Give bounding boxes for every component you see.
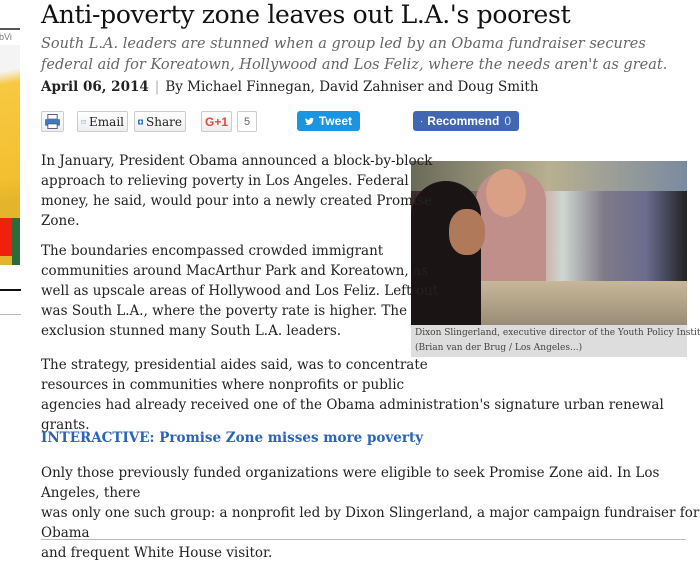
byline-separator: | bbox=[154, 79, 160, 95]
text-line: The boundaries encompassed crowded immig… bbox=[41, 243, 384, 259]
facebook-icon bbox=[421, 120, 423, 122]
gplus-count: 5 bbox=[237, 111, 257, 132]
email-button[interactable]: Email bbox=[77, 111, 128, 132]
gplus-label: G+1 bbox=[205, 114, 229, 129]
text-line: exclusion stunned many South L.A. leader… bbox=[41, 323, 342, 339]
authors: By Michael Finnegan, David Zahniser and … bbox=[165, 79, 539, 95]
text-line: well as upscale areas of Hollywood and L… bbox=[41, 283, 439, 299]
ad-label: obVi bbox=[0, 32, 12, 42]
divider bbox=[0, 289, 21, 291]
byline: April 06, 2014 | By Michael Finnegan, Davi… bbox=[41, 79, 539, 95]
recommend-label: Recommend bbox=[427, 114, 500, 128]
text-line: Zone. bbox=[41, 213, 80, 229]
text-line: In January, President Obama announced a … bbox=[41, 153, 433, 169]
text-line: communities around MacArthur Park and Ko… bbox=[41, 263, 428, 279]
divider bbox=[41, 539, 686, 540]
interactive-link[interactable]: INTERACTIVE: Promise Zone misses more po… bbox=[41, 430, 424, 446]
article-photo[interactable] bbox=[411, 161, 687, 325]
share-button[interactable]: Share bbox=[134, 111, 186, 132]
paragraph: Only those previously funded organizatio… bbox=[41, 463, 700, 563]
text-line: money, he said, would pour into a newly … bbox=[41, 193, 433, 209]
photo-girl-face bbox=[449, 209, 485, 255]
ad-top-rule bbox=[0, 28, 20, 30]
text-line: and frequent White House visitor. bbox=[41, 545, 273, 561]
envelope-icon bbox=[81, 119, 87, 124]
text-line: approach to relieving poverty in Los Ang… bbox=[41, 173, 409, 189]
email-label: Email bbox=[89, 114, 124, 129]
tweet-button[interactable]: Tweet bbox=[297, 111, 360, 131]
paragraph: The strategy, presidential aides said, w… bbox=[41, 355, 700, 435]
text-line: Only those previously funded organizatio… bbox=[41, 465, 660, 501]
plus-icon bbox=[138, 118, 144, 125]
photo-man-head bbox=[486, 169, 526, 217]
ad-green-block bbox=[12, 218, 20, 265]
google-plus-button[interactable]: G+1 bbox=[201, 111, 232, 132]
ad-image bbox=[0, 45, 20, 265]
divider bbox=[0, 314, 21, 315]
twitter-bird-icon bbox=[305, 117, 314, 125]
text-line: The strategy, presidential aides said, w… bbox=[41, 357, 428, 373]
photo-credit: (Brian van der Brug / Los Angeles...) bbox=[415, 343, 583, 353]
photo-caption: Dixon Slingerland, executive director of… bbox=[415, 326, 700, 356]
article-subtitle: South L.A. leaders are stunned when a gr… bbox=[41, 36, 668, 73]
article-photo-figure[interactable]: Dixon Slingerland, executive director of… bbox=[411, 161, 700, 357]
recommend-count: 0 bbox=[504, 114, 511, 128]
print-button[interactable] bbox=[41, 111, 64, 132]
facebook-recommend-button[interactable]: Recommend 0 bbox=[413, 111, 519, 131]
article-date: April 06, 2014 bbox=[41, 79, 149, 95]
text-line: was South L.A., where the poverty rate i… bbox=[41, 303, 408, 319]
printer-icon bbox=[45, 114, 60, 129]
paragraph: The boundaries encompassed crowded immig… bbox=[41, 241, 438, 341]
share-label: Share bbox=[146, 114, 182, 129]
article-title: Anti-poverty zone leaves out L.A.'s poor… bbox=[41, 0, 571, 29]
text-line: resources in communities where nonprofit… bbox=[41, 377, 405, 393]
text-line: agencies had already received one of the… bbox=[41, 397, 664, 433]
tweet-label: Tweet bbox=[318, 114, 352, 128]
paragraph: In January, President Obama announced a … bbox=[41, 151, 432, 231]
ad-red-block bbox=[0, 218, 12, 256]
text-line: was only one such group: a nonprofit led… bbox=[41, 505, 700, 541]
side-advertisement[interactable]: obVi bbox=[0, 0, 20, 265]
caption-text: Dixon Slingerland, executive director of… bbox=[415, 328, 700, 338]
